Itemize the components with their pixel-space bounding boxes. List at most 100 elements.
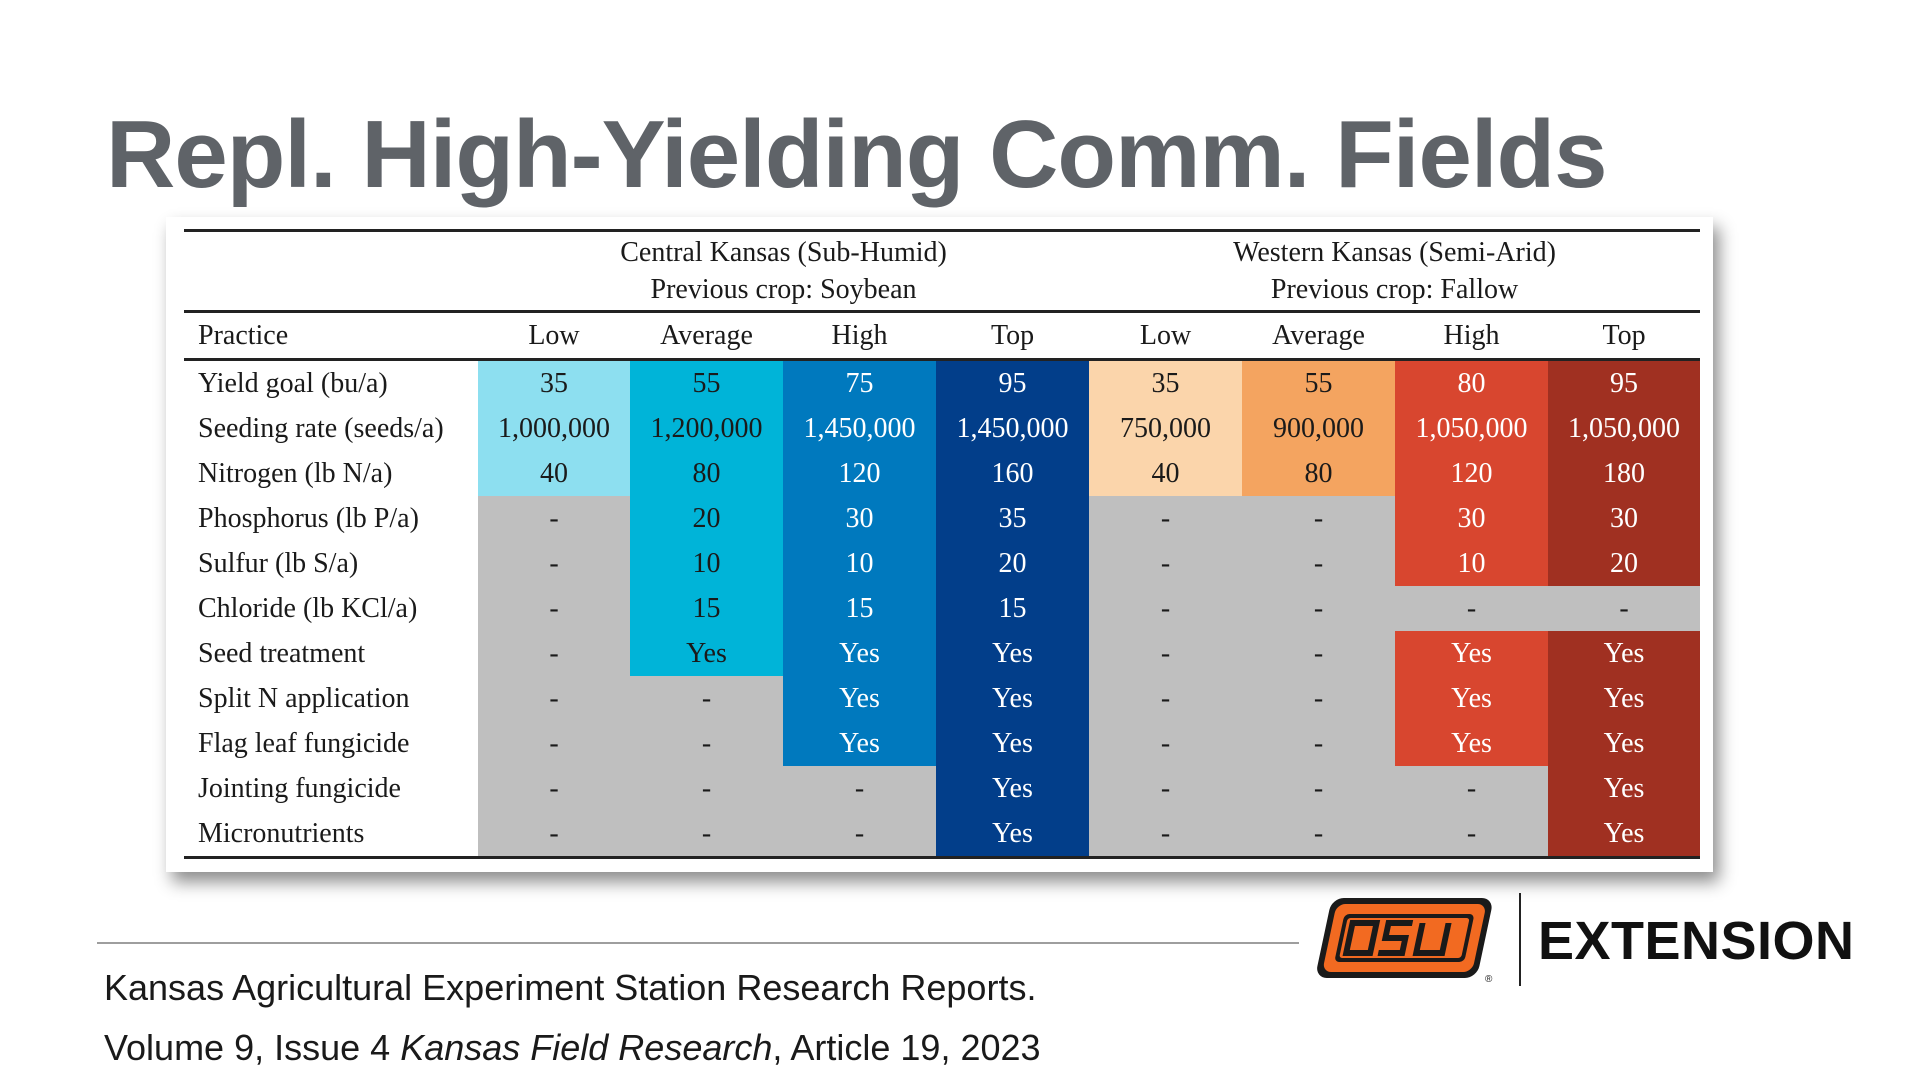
- citation-line-2: Volume 9, Issue 4 Kansas Field Research,…: [104, 1018, 1041, 1078]
- level-header: High: [1395, 310, 1549, 361]
- table-cell: 55: [630, 359, 783, 406]
- table-cell: 1,450,000: [783, 406, 936, 451]
- table-cell: 40: [478, 451, 630, 496]
- table-cell: Yes: [1548, 811, 1701, 858]
- table-cell: 10: [1395, 541, 1549, 586]
- table-cell: Yes: [1548, 676, 1701, 721]
- table-cell: Yes: [936, 721, 1090, 766]
- table-cell: Yes: [1395, 721, 1549, 766]
- table-cell: 120: [1395, 451, 1549, 496]
- table-row: Micronutrients - - - Yes - - - Yes: [184, 811, 1701, 858]
- corner-cell: [184, 229, 478, 312]
- citation: Kansas Agricultural Experiment Station R…: [104, 958, 1041, 1078]
- practice-label: Split N application: [184, 676, 478, 721]
- table-cell: 180: [1548, 451, 1701, 496]
- practice-label: Micronutrients: [184, 811, 478, 858]
- level-header: Top: [1548, 310, 1701, 361]
- table-cell: 80: [630, 451, 783, 496]
- table-row: Flag leaf fungicide - - Yes Yes - - Yes …: [184, 721, 1701, 766]
- table-cell: -: [1548, 586, 1701, 631]
- table-cell: 30: [783, 496, 936, 541]
- table-row: Nitrogen (lb N/a) 40 80 120 160 40 80 12…: [184, 451, 1701, 496]
- svg-text:®: ®: [1485, 974, 1493, 985]
- table-cell: 1,050,000: [1395, 406, 1549, 451]
- practice-label: Phosphorus (lb P/a): [184, 496, 478, 541]
- table-cell: -: [1089, 676, 1243, 721]
- table-cell: -: [1395, 811, 1549, 858]
- table-cell: Yes: [936, 631, 1090, 676]
- table-cell: 80: [1242, 451, 1396, 496]
- table-cell: -: [783, 811, 936, 858]
- citation-article: , Article 19, 2023: [772, 1027, 1041, 1068]
- table-cell: Yes: [936, 766, 1090, 811]
- table-cell: 80: [1395, 359, 1549, 406]
- table-cell: 15: [630, 586, 783, 631]
- citation-volume: Volume 9, Issue 4: [104, 1027, 401, 1068]
- table-cell: 20: [630, 496, 783, 541]
- logo-separator: [1519, 893, 1521, 986]
- table-cell: -: [478, 676, 630, 721]
- level-header: High: [783, 310, 936, 361]
- table-cell: -: [478, 811, 630, 858]
- table-cell: 1,200,000: [630, 406, 783, 451]
- table-cell: -: [478, 541, 630, 586]
- table-cell: -: [478, 721, 630, 766]
- practice-label: Seeding rate (seeds/a): [184, 406, 478, 451]
- table-cell: -: [1089, 811, 1243, 858]
- table-cell: Yes: [1548, 766, 1701, 811]
- table-row: Seed treatment - Yes Yes Yes - - Yes Yes: [184, 631, 1701, 676]
- table-cell: -: [1089, 496, 1243, 541]
- table-cell: -: [1089, 586, 1243, 631]
- table-cell: 75: [783, 359, 936, 406]
- level-header: Low: [1089, 310, 1243, 361]
- table-cell: 750,000: [1089, 406, 1243, 451]
- practice-label: Sulfur (lb S/a): [184, 541, 478, 586]
- table-cell: 10: [630, 541, 783, 586]
- table-cell: 95: [1548, 359, 1701, 406]
- table-cell: 1,000,000: [478, 406, 630, 451]
- table-cell: Yes: [936, 811, 1090, 858]
- table-cell: Yes: [1548, 721, 1701, 766]
- page-title: Repl. High-Yielding Comm. Fields: [106, 101, 1608, 208]
- table-cell: Yes: [630, 631, 783, 676]
- table-cell: 30: [1395, 496, 1549, 541]
- table-cell: -: [1242, 631, 1396, 676]
- table-cell: Yes: [1395, 676, 1549, 721]
- table-cell: -: [478, 766, 630, 811]
- practice-label: Jointing fungicide: [184, 766, 478, 811]
- yield-practices-table: Central Kansas (Sub-Humid) Previous crop…: [184, 229, 1701, 859]
- table-cell: -: [630, 766, 783, 811]
- osu-logo-icon: ®: [1317, 898, 1493, 985]
- table-cell: Yes: [1548, 631, 1701, 676]
- table-cell: -: [783, 766, 936, 811]
- level-header: Top: [936, 310, 1090, 361]
- citation-journal: Kansas Field Research: [400, 1027, 773, 1068]
- table-row: Chloride (lb KCl/a) - 15 15 15 - - - -: [184, 586, 1701, 631]
- table-cell: Yes: [783, 631, 936, 676]
- group-subtitle: Previous crop: Soybean: [650, 274, 917, 305]
- table-cell: -: [1089, 541, 1243, 586]
- practice-label: Yield goal (bu/a): [184, 359, 478, 406]
- table-cell: -: [1242, 496, 1396, 541]
- table-row: Phosphorus (lb P/a) - 20 30 35 - - 30 30: [184, 496, 1701, 541]
- table-cell: -: [1242, 721, 1396, 766]
- table-row: Sulfur (lb S/a) - 10 10 20 - - 10 20: [184, 541, 1701, 586]
- table-cell: 20: [1548, 541, 1701, 586]
- table-cell: -: [1242, 676, 1396, 721]
- level-header: Low: [478, 310, 630, 361]
- extension-label: EXTENSION: [1538, 911, 1855, 971]
- table-cell: -: [1242, 811, 1396, 858]
- table-cell: -: [1089, 631, 1243, 676]
- table-cell: 15: [936, 586, 1090, 631]
- group-header-western: Western Kansas (Semi-Arid) Previous crop…: [1089, 229, 1701, 312]
- practice-column-header: Practice: [184, 310, 478, 361]
- table-cell: -: [1395, 766, 1549, 811]
- footer-divider: [97, 942, 1299, 944]
- table-cell: -: [1089, 721, 1243, 766]
- table-cell: Yes: [1395, 631, 1549, 676]
- practice-label: Seed treatment: [184, 631, 478, 676]
- table-cell: Yes: [783, 676, 936, 721]
- table-cell: 20: [936, 541, 1090, 586]
- practice-label: Flag leaf fungicide: [184, 721, 478, 766]
- table-cell: -: [1242, 766, 1396, 811]
